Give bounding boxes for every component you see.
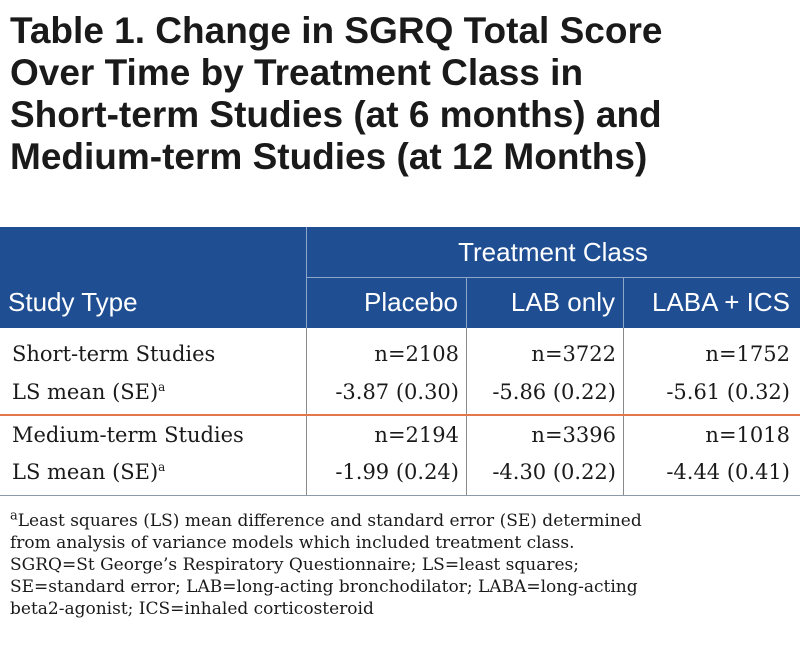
column-divider	[623, 328, 624, 495]
table-bottom-rule	[0, 495, 800, 496]
footnote-line-4: SE=standard error; LAB=long-acting bronc…	[10, 577, 638, 597]
row-label-ls-mean: LS mean (SE)a	[12, 460, 165, 484]
table-cell: n=1752	[705, 342, 790, 366]
column-divider	[466, 328, 467, 495]
column-header-lab-only: LAB only	[510, 287, 615, 317]
row-label-ls-mean: LS mean (SE)a	[12, 380, 165, 404]
column-header-laba-ics: LABA + ICS	[651, 287, 790, 317]
table-cell: -5.86 (0.22)	[492, 380, 616, 404]
column-divider	[306, 328, 307, 495]
study-type-header: Study Type	[8, 287, 138, 317]
table-title: Table 1. Change in SGRQ Total Score Over…	[10, 10, 795, 178]
title-line-2: Over Time by Treatment Class in	[10, 52, 584, 93]
title-line-4: Medium-term Studies (at 12 Months)	[10, 136, 648, 177]
title-line-3: Short-term Studies (at 6 months) and	[10, 94, 662, 135]
table-cell: n=3396	[531, 423, 616, 447]
table-cell: -3.87 (0.30)	[335, 380, 459, 404]
footnote-marker: a	[158, 460, 166, 474]
footnote-text: Least squares (LS) mean difference and s…	[17, 511, 642, 531]
row-label-text: LS mean (SE)	[12, 460, 159, 484]
table-cell: n=2194	[374, 423, 459, 447]
footnote-marker: a	[10, 508, 18, 524]
footnote-line-2: from analysis of variance models which i…	[10, 533, 575, 553]
title-line-1: Table 1. Change in SGRQ Total Score	[10, 10, 663, 51]
header-divider	[466, 277, 467, 328]
header-divider	[306, 277, 800, 278]
footnote-marker: a	[158, 380, 166, 394]
table-cell: n=3722	[531, 342, 616, 366]
table-cell: -4.30 (0.22)	[492, 460, 616, 484]
table-cell: -5.61 (0.32)	[666, 380, 790, 404]
row-label-text: LS mean (SE)	[12, 380, 159, 404]
group-separator	[0, 414, 800, 416]
table-footnote: aLeast squares (LS) mean difference and …	[10, 508, 795, 620]
footnote-line-3: SGRQ=St George’s Respiratory Questionnai…	[10, 555, 579, 575]
table-cell: n=1018	[705, 423, 790, 447]
header-divider	[623, 277, 624, 328]
footnote-line-1: aLeast squares (LS) mean difference and …	[10, 508, 795, 532]
footnote-line-5: beta2-agonist; ICS=inhaled corticosteroi…	[10, 599, 374, 619]
row-label-medium-term: Medium-term Studies	[12, 423, 244, 447]
table-cell: -1.99 (0.24)	[335, 460, 459, 484]
table-header: Treatment Class Study Type Placebo LAB o…	[0, 227, 800, 328]
treatment-class-header: Treatment Class	[458, 237, 648, 267]
row-label-short-term: Short-term Studies	[12, 342, 216, 366]
table-cell: n=2108	[374, 342, 459, 366]
column-header-placebo: Placebo	[364, 287, 458, 317]
table-cell: -4.44 (0.41)	[666, 460, 790, 484]
